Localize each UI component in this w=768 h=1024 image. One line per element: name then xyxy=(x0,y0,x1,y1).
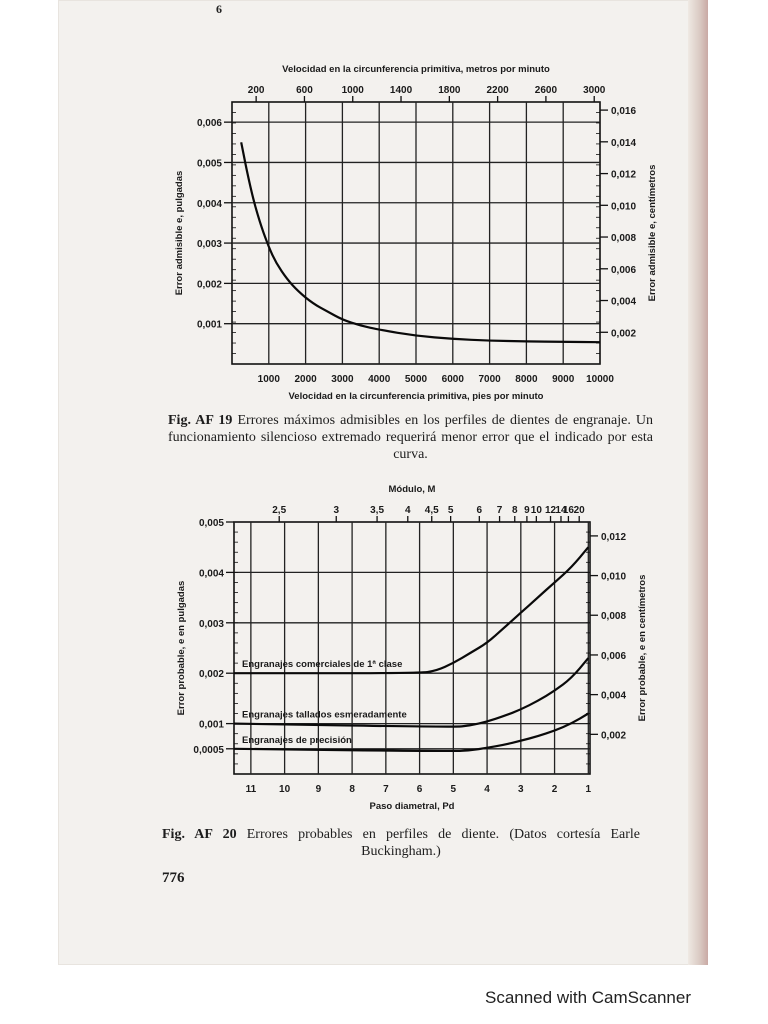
top-tick-label: 7 xyxy=(497,505,503,516)
y-tick-label: 0,001 xyxy=(199,720,224,731)
x-tick-label: 9 xyxy=(316,784,322,795)
x-tick-label: 6 xyxy=(417,784,423,795)
x-tick-label: 5000 xyxy=(405,374,428,385)
y-tick-label: 0,001 xyxy=(197,320,222,331)
right-tick-label: 0,010 xyxy=(611,201,636,212)
x-tick-label: 10 xyxy=(279,784,291,795)
top-tick-label: 9 xyxy=(524,505,530,516)
fig20-caption-text: Errores probables en perfiles de diente.… xyxy=(246,827,640,859)
top-tick-label: 8 xyxy=(512,505,518,516)
top-tick-label: 2200 xyxy=(486,85,509,96)
right-tick-label: 0,002 xyxy=(601,730,626,741)
y-tick-label: 0,004 xyxy=(199,568,224,579)
right-tick-label: 0,006 xyxy=(601,651,626,662)
x-tick-label: 8 xyxy=(349,784,355,795)
y-axis-title: Error probable, e en pulgadas xyxy=(176,581,187,716)
top-tick-label: 5 xyxy=(448,505,454,516)
y-tick-label: 0,002 xyxy=(199,669,224,680)
right-tick-label: 0,004 xyxy=(601,691,626,702)
y-tick-label: 0,004 xyxy=(197,199,222,210)
y-tick-label: 0,002 xyxy=(197,279,222,290)
right-tick-label: 0,016 xyxy=(611,106,636,117)
x-tick-label: 3 xyxy=(518,784,524,795)
right-tick-label: 0,012 xyxy=(601,532,626,543)
fig19-caption-label: Fig. AF 19 xyxy=(168,413,233,428)
page-edge xyxy=(688,0,708,965)
top-tick-label: 4,5 xyxy=(425,505,439,516)
series-line xyxy=(240,142,601,344)
right-tick-label: 0,004 xyxy=(611,297,636,308)
top-tick-label: 200 xyxy=(248,85,265,96)
x-axis-title: Velocidad en la circunferencia primitiva… xyxy=(289,391,544,402)
scanner-watermark: Scanned with CamScanner xyxy=(484,988,691,1007)
top-tick-label: 600 xyxy=(296,85,313,96)
fig19-caption: Fig. AF 19 Errores máximos admisibles en… xyxy=(168,412,653,463)
page-number: 776 xyxy=(162,870,185,886)
x-tick-label: 9000 xyxy=(552,374,575,385)
x-tick-label: 1 xyxy=(586,784,592,795)
page-top-mark: 6 xyxy=(216,2,222,16)
y-tick-label: 0,005 xyxy=(197,158,222,169)
x-axis-title: Paso diametral, Pd xyxy=(369,801,454,812)
top-tick-label: 16 xyxy=(563,505,575,516)
series-label: Engranajes de precisión xyxy=(242,735,352,746)
top-tick-label: 2600 xyxy=(535,85,558,96)
series-label: Engranajes comerciales de 1ª clase xyxy=(242,659,402,670)
top-tick-label: 14 xyxy=(555,505,567,516)
right-tick-label: 0,002 xyxy=(611,328,636,339)
right-tick-label: 0,008 xyxy=(611,233,636,244)
x-tick-label: 8000 xyxy=(515,374,538,385)
x-tick-label: 7 xyxy=(383,784,389,795)
y-tick-label: 0,0005 xyxy=(193,745,224,756)
series-line xyxy=(234,546,590,675)
top-tick-label: 6 xyxy=(477,505,483,516)
x-tick-label: 4 xyxy=(484,784,490,795)
fig19-chart: 1000 2000 3000 4000 5000 6000 7000 8000 9000 1000… xyxy=(174,64,658,402)
fig19-caption-text: Errores máximos admisibles en los perfil… xyxy=(168,413,654,462)
x-tick-label: 4000 xyxy=(368,374,391,385)
x-tick-label: 11 xyxy=(246,784,257,795)
top-tick-label: 12 xyxy=(545,505,557,516)
top-tick-label: 1800 xyxy=(438,85,461,96)
y-axis-title-right: Error probable, e en centímetros xyxy=(637,575,648,722)
top-tick-label: 3,5 xyxy=(370,505,384,516)
top-tick-label: 4 xyxy=(405,505,411,516)
series-line xyxy=(233,712,589,753)
top-tick-label: 3 xyxy=(333,505,339,516)
y-tick-label: 0,003 xyxy=(197,239,222,250)
x-tick-label: 5 xyxy=(451,784,457,795)
top-axis-title: Módulo, M xyxy=(389,484,436,495)
top-tick-label: 1000 xyxy=(342,85,365,96)
top-tick-label: 2,5 xyxy=(272,505,286,516)
x-tick-label: 7000 xyxy=(478,374,501,385)
series-label: Engranajes tallados esmeradamente xyxy=(242,710,407,721)
x-tick-label: 10000 xyxy=(586,374,614,385)
fig20-caption-label: Fig. AF 20 xyxy=(162,827,237,842)
y-tick-label: 0,006 xyxy=(197,118,222,129)
right-tick-label: 0,008 xyxy=(601,611,626,622)
x-tick-label: 3000 xyxy=(331,374,354,385)
top-tick-label: 1400 xyxy=(390,85,413,96)
fig20-chart: 11 10 9 8 7 6 5 4 3 2 10,00050,0010,0020,0030,0040… xyxy=(176,484,648,812)
top-tick-label: 10 xyxy=(531,505,543,516)
x-tick-label: 2 xyxy=(552,784,558,795)
top-tick-label: 3000 xyxy=(583,85,606,96)
x-tick-label: 6000 xyxy=(442,374,465,385)
top-axis-title: Velocidad en la circunferencia primitiva… xyxy=(282,64,550,75)
right-tick-label: 0,010 xyxy=(601,572,626,583)
right-tick-label: 0,014 xyxy=(611,138,636,149)
y-tick-label: 0,005 xyxy=(199,518,224,529)
y-tick-label: 0,003 xyxy=(199,619,224,630)
right-tick-label: 0,012 xyxy=(611,170,636,181)
fig20-caption: Fig. AF 20 Errores probables en perfiles… xyxy=(162,826,640,860)
x-tick-label: 2000 xyxy=(294,374,317,385)
y-axis-title: Error admisible e, pulgadas xyxy=(174,171,185,296)
right-tick-label: 0,006 xyxy=(611,265,636,276)
top-tick-label: 20 xyxy=(574,505,586,516)
x-tick-label: 1000 xyxy=(258,374,281,385)
y-axis-title-right: Error admisible e, centímetros xyxy=(647,165,658,302)
series-line xyxy=(233,657,590,728)
